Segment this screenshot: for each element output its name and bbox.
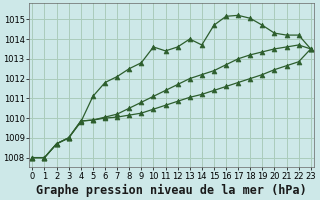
X-axis label: Graphe pression niveau de la mer (hPa): Graphe pression niveau de la mer (hPa) bbox=[36, 183, 307, 197]
